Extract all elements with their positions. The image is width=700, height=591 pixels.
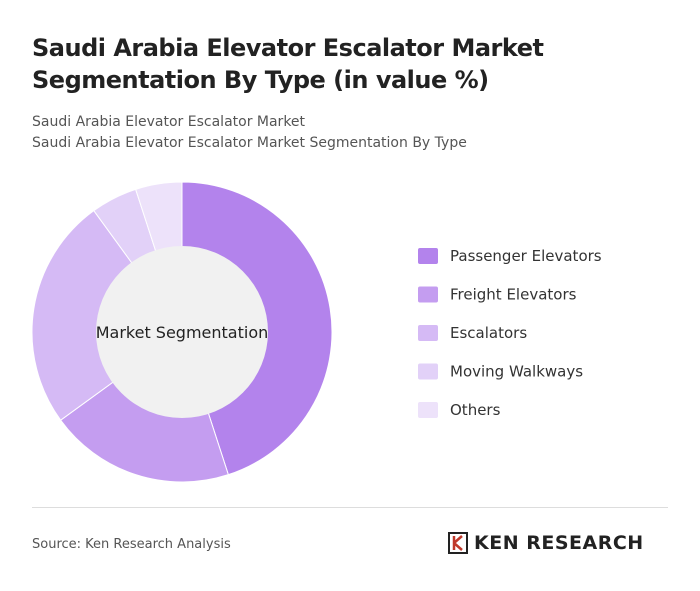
legend-swatch xyxy=(418,286,438,303)
subtitle: Saudi Arabia Elevator Escalator Market xyxy=(32,114,306,130)
donut-hole xyxy=(96,246,268,418)
logo: KEN RESEARCH xyxy=(448,532,644,554)
subtitle: Saudi Arabia Elevator Escalator Market S… xyxy=(32,135,467,151)
legend-label: Escalators xyxy=(450,324,527,342)
legend-label: Passenger Elevators xyxy=(450,247,602,265)
brand: KEN RESEARCH xyxy=(474,532,644,554)
chart: Market Segmentation Passenger Elevators Fr… xyxy=(31,181,602,483)
legend-label: Freight Elevators xyxy=(450,286,577,304)
legend-swatch xyxy=(418,325,438,341)
divider xyxy=(32,507,668,508)
legend-swatch xyxy=(418,363,438,380)
legend-swatch xyxy=(418,402,438,418)
logo-icon xyxy=(448,532,468,554)
center-label: Market Segmentation xyxy=(96,323,269,342)
legend-swatch xyxy=(418,248,438,264)
legend-label: Moving Walkways xyxy=(450,363,583,381)
legend-label: Others xyxy=(450,401,501,419)
source: Source: Ken Research Analysis xyxy=(32,537,231,552)
chart-title: Saudi Arabia Elevator Escalator Market S… xyxy=(32,34,544,94)
